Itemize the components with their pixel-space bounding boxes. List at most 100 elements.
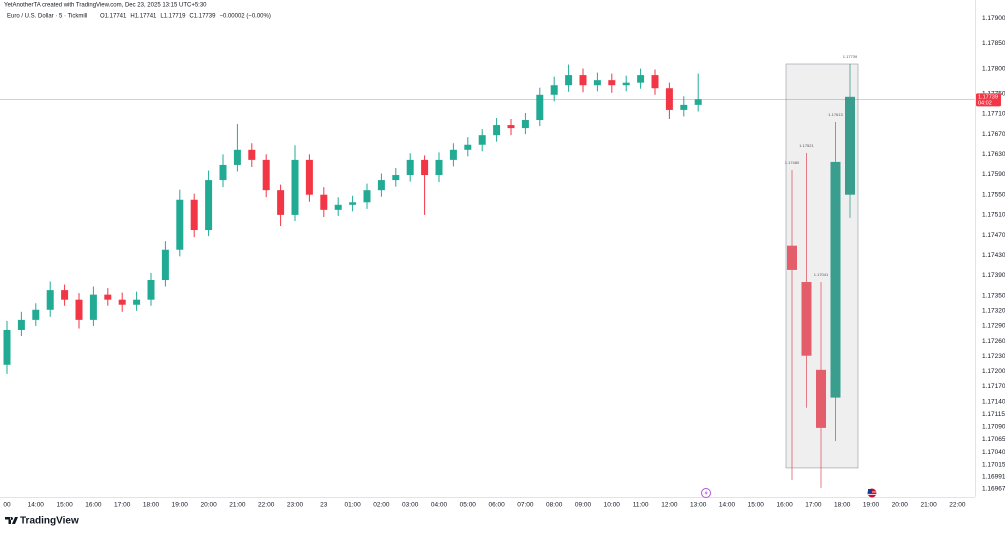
x-tick-label: 09:00 — [575, 502, 592, 509]
x-tick-label: 15:00 — [748, 502, 765, 509]
candle-body — [406, 159, 414, 176]
candle-body — [478, 135, 486, 145]
y-tick-label: 1.17230 — [982, 353, 1005, 360]
y-tick-label: 1.17065 — [982, 436, 1005, 443]
y-tick-label: 1.17590 — [982, 171, 1005, 178]
x-tick-label: 22:00 — [949, 502, 966, 509]
candle-body — [449, 149, 457, 160]
brand-logo: TradingView — [5, 516, 79, 527]
candle-body — [377, 180, 385, 191]
candle-body — [392, 175, 400, 181]
candle-body — [32, 309, 40, 320]
candle-body — [637, 75, 645, 83]
legend-value: L1.17719 — [160, 14, 186, 20]
x-tick-label: 03:00 — [402, 502, 419, 509]
x-tick-label: 14:00 — [28, 502, 45, 509]
candle-body — [46, 290, 54, 310]
y-tick-label: 1.17800 — [982, 65, 1005, 72]
candle-body — [262, 159, 270, 191]
candle-body — [291, 159, 299, 215]
overlay-body — [787, 245, 797, 270]
x-tick-label: 13:00 — [690, 502, 707, 509]
x-tick-label: 18:00 — [834, 502, 851, 509]
candle-body — [320, 194, 328, 210]
y-tick-label: 1.16991 — [982, 474, 1005, 481]
y-tick-label: 1.17290 — [982, 323, 1005, 330]
x-tick-label: 21:00 — [920, 502, 937, 509]
x-tick-label: 00 — [3, 502, 11, 509]
candle-body — [233, 149, 241, 165]
legend: O1.17741 H1.17741 L1.17719 C1.17739 −0.00002… — [100, 14, 271, 20]
y-tick-label: 1.17390 — [982, 272, 1005, 279]
candle-body — [464, 144, 472, 150]
candle-body — [277, 190, 285, 215]
y-tick-label: 1.17670 — [982, 131, 1005, 138]
candle-body — [493, 125, 501, 136]
candle-body — [17, 319, 25, 330]
candle-body — [75, 299, 83, 320]
y-tick-label: 1.17090 — [982, 424, 1005, 431]
overlay-label: 1.17739 — [843, 54, 858, 59]
x-tick-label: 23 — [320, 502, 328, 509]
candle-body — [521, 120, 529, 129]
candle-body — [118, 299, 126, 305]
y-tick-label: 1.17320 — [982, 308, 1005, 315]
y-tick-label: 1.17260 — [982, 338, 1005, 345]
x-tick-label: 04:00 — [431, 502, 448, 509]
y-tick-label: 1.17900 — [982, 15, 1005, 22]
x-tick-label: 16:00 — [85, 502, 102, 509]
x-tick-label: 05:00 — [460, 502, 477, 509]
y-tick-label: 1.17630 — [982, 151, 1005, 158]
symbol-title: Euro / U.S. Dollar · 5 · Tickmill — [7, 14, 87, 20]
candle-body — [3, 329, 11, 365]
y-tick-label: 1.17140 — [982, 398, 1005, 405]
flag-icon — [867, 488, 877, 498]
candle-body — [507, 125, 515, 129]
candle-body — [219, 164, 227, 181]
overlay-body — [816, 369, 826, 428]
last-price-badge — [976, 93, 1001, 107]
candle-body — [334, 204, 342, 210]
x-tick-label: 12:00 — [661, 502, 678, 509]
y-tick-label: 1.16967 — [982, 486, 1005, 493]
candle-body — [536, 94, 544, 121]
candle-body — [89, 294, 97, 320]
y-tick-label: 1.17430 — [982, 252, 1005, 259]
legend-value: O1.17741 — [100, 14, 127, 20]
x-tick-label: 15:00 — [56, 502, 73, 509]
overlay-label: 1.17480 — [785, 160, 800, 165]
x-tick-label: 19:00 — [172, 502, 189, 509]
x-tick-label: 16:00 — [776, 502, 793, 509]
y-tick-label: 1.17510 — [982, 212, 1005, 219]
candle-body — [147, 280, 155, 300]
y-tick-label: 1.17550 — [982, 191, 1005, 198]
candle-body — [161, 249, 169, 281]
y-tick-label: 1.17710 — [982, 111, 1005, 118]
x-tick-label: 22:00 — [258, 502, 275, 509]
event-icon — [701, 488, 711, 498]
candle-body — [608, 80, 616, 86]
legend-value: H1.17741 — [130, 14, 157, 20]
y-tick-label: 1.17115 — [982, 411, 1005, 418]
y-tick-label: 1.17350 — [982, 292, 1005, 299]
x-tick-label: 11:00 — [633, 502, 649, 509]
overlay-label: 1.17521 — [799, 143, 814, 148]
x-tick-label: 02:00 — [373, 502, 390, 509]
x-tick-label: 14:00 — [719, 502, 736, 509]
y-tick-label: 1.17470 — [982, 232, 1005, 239]
candle-body — [622, 82, 630, 86]
candle-body — [550, 85, 558, 95]
candle-body — [133, 299, 141, 305]
candle-body — [565, 75, 573, 86]
author-line: YetAnotherTA created with TradingView.co… — [4, 3, 207, 9]
y-tick-label: 1.17200 — [982, 368, 1005, 375]
overlay-label: 1.17041 — [814, 272, 829, 277]
y-tick-label: 1.17040 — [982, 449, 1005, 456]
candle-body — [421, 159, 429, 176]
overlay-body — [845, 96, 855, 195]
candle-body — [349, 202, 357, 205]
x-tick-label: 08:00 — [546, 502, 563, 509]
candle-body — [680, 104, 688, 110]
x-tick-label: 17:00 — [114, 502, 131, 509]
